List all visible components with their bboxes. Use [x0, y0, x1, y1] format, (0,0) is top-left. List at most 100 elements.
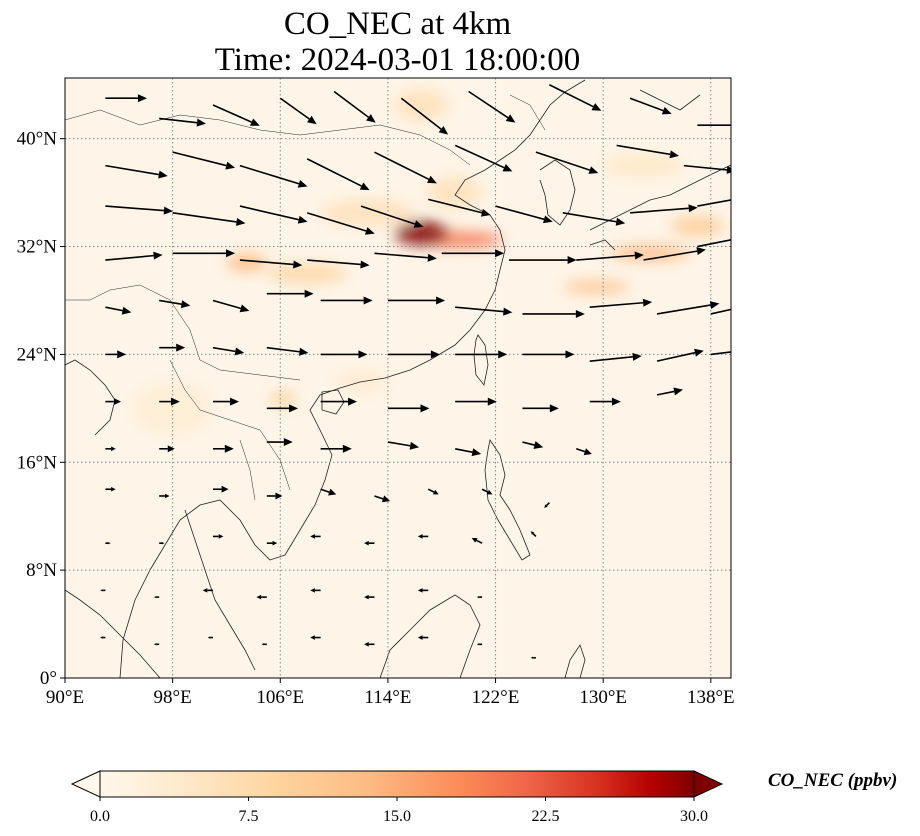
wind-vector-16: [535, 151, 599, 174]
wind-vector-75: [320, 444, 352, 453]
vector-head: [567, 256, 577, 265]
wind-vector-71: [105, 446, 116, 452]
coastline-japan: [589, 89, 731, 251]
wind-vector-31: [239, 259, 303, 269]
vector-head: [661, 106, 672, 115]
wind-vector-32: [307, 259, 370, 269]
vector-head: [289, 404, 299, 413]
wind-vector-55: [387, 350, 440, 359]
vector-head: [413, 220, 424, 228]
vector-shaft: [656, 390, 675, 396]
y-tick-label-1: 8°N: [26, 560, 57, 581]
wind-vector-34: [441, 249, 505, 258]
vector-head: [207, 636, 211, 639]
vector-head: [342, 444, 352, 453]
plume-10: [226, 253, 267, 273]
vector-shaft: [333, 90, 369, 118]
wind-vector-92: [266, 540, 278, 546]
vector-head: [153, 643, 157, 646]
wind-vector-98: [100, 589, 106, 592]
wind-vector-83: [266, 492, 283, 500]
vector-head: [438, 125, 449, 135]
plume-4: [428, 176, 483, 209]
wind-vector-37: [643, 247, 706, 261]
vector-head: [503, 307, 513, 316]
wind-vector-103: [364, 594, 375, 600]
colorbar-extend-min: [70, 770, 101, 798]
wind-vector-94: [364, 540, 375, 546]
vector-head: [409, 441, 420, 450]
vector-shaft: [455, 306, 504, 313]
wind-vector-51: [159, 343, 186, 352]
vector-head: [611, 397, 621, 406]
wind-vector-10: [105, 164, 168, 179]
vector-head: [310, 534, 315, 539]
plume-5: [394, 88, 449, 122]
vector-head: [530, 656, 534, 659]
vector-head: [673, 387, 683, 396]
y-tick-label-4: 32°N: [17, 237, 58, 258]
vector-head: [588, 166, 599, 174]
wind-vector-69: [589, 397, 621, 406]
wind-vector-66: [387, 404, 430, 413]
wind-vector-85: [374, 495, 391, 503]
vector-head: [153, 595, 157, 599]
vector-shaft: [320, 488, 330, 493]
vector-head: [358, 350, 368, 359]
vector-head: [163, 206, 173, 215]
vector-head: [471, 448, 482, 457]
vector-shaft: [428, 198, 483, 214]
vector-head: [328, 488, 337, 496]
wind-vector-77: [455, 448, 482, 457]
x-tick-label-5: 130°E: [579, 687, 627, 708]
vector-head: [740, 234, 750, 242]
wind-vector-0: [105, 94, 147, 103]
x-tick-label-6: 138°E: [687, 687, 735, 708]
wind-vector-106: [100, 636, 106, 639]
vector-head: [735, 121, 744, 129]
plume-8: [670, 216, 725, 236]
vector-head: [364, 642, 369, 647]
wind-vector-14: [374, 151, 437, 184]
vector-head: [565, 350, 575, 359]
vector-head: [164, 493, 170, 499]
vector-shaft: [616, 144, 671, 156]
vector-head: [297, 215, 308, 224]
wind-vector-70: [656, 387, 683, 396]
vector-head: [436, 296, 446, 305]
wind-vector-63: [213, 397, 239, 406]
vector-head: [137, 94, 147, 103]
wind-vector-90: [159, 542, 165, 545]
vector-shaft: [630, 207, 689, 214]
vector-shaft: [400, 97, 442, 130]
wind-vector-29: [105, 251, 163, 261]
vector-shaft: [454, 144, 505, 169]
vector-shaft: [656, 304, 711, 315]
wind-vector-110: [310, 635, 321, 640]
wind-vector-97: [530, 531, 537, 537]
vector-head: [176, 343, 186, 352]
vector-head: [365, 227, 375, 235]
wind-vector-21: [239, 205, 308, 224]
vector-shaft: [427, 488, 435, 493]
wind-vector-65: [320, 397, 358, 406]
vector-head: [417, 635, 423, 640]
vector-shaft: [545, 502, 550, 507]
wind-vector-78: [522, 441, 544, 449]
vector-head: [100, 589, 103, 592]
vector-head: [364, 594, 369, 600]
y-tick-label-0: 0°: [40, 668, 57, 689]
vector-shaft: [629, 97, 664, 112]
plume-2: [603, 154, 684, 177]
x-tick-label-0: 90°E: [46, 687, 84, 708]
vector-shaft: [697, 238, 731, 248]
vector-head: [249, 118, 260, 126]
wind-vector-79: [576, 448, 592, 456]
vector-head: [239, 304, 250, 313]
y-tick-label-3: 24°N: [17, 344, 58, 365]
vector-shaft: [306, 212, 367, 232]
wind-vector-4: [333, 90, 376, 123]
vector-head: [549, 404, 559, 413]
wind-vector-40: [159, 299, 191, 309]
